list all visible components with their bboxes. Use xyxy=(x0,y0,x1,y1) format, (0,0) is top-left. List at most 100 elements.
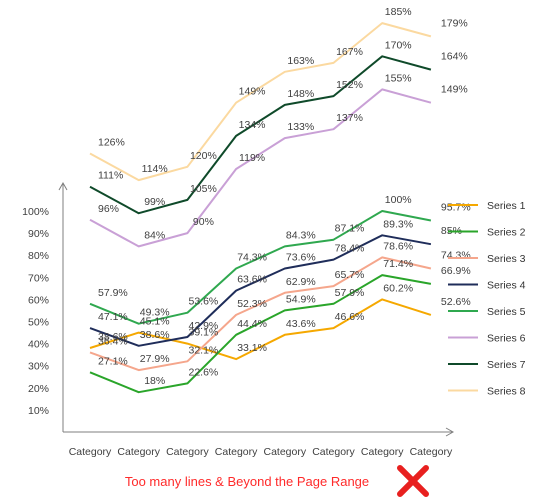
y-tick-label: 80% xyxy=(28,250,49,262)
data-label: 45.1% xyxy=(140,316,170,328)
data-label: 65.7% xyxy=(335,269,365,281)
y-tick-label: 70% xyxy=(28,272,49,284)
data-label: 63.6% xyxy=(237,274,267,286)
data-label: 44.4% xyxy=(237,318,267,330)
x-tick-label: Category xyxy=(410,446,453,458)
series-line-3 xyxy=(89,256,432,372)
data-label: 100% xyxy=(385,194,412,206)
data-label: 38.6% xyxy=(98,331,128,343)
data-label: 57.9% xyxy=(98,287,128,299)
legend-label-6: Series 6 xyxy=(487,333,526,345)
data-label: 54.9% xyxy=(286,293,316,305)
data-label: 164% xyxy=(441,51,468,63)
x-tick-label: Category xyxy=(69,446,112,458)
data-label: 27.1% xyxy=(98,355,128,367)
x-tick-label: Category xyxy=(215,446,258,458)
series-line-8 xyxy=(89,22,432,182)
caption-text: Too many lines & Beyond the Page Range xyxy=(125,474,369,489)
series-line-4 xyxy=(89,234,432,347)
y-tick-label: 30% xyxy=(28,361,49,373)
data-label: 36.4% xyxy=(98,335,128,347)
data-label: 39.1% xyxy=(189,327,219,339)
data-label: 46.6% xyxy=(335,311,365,323)
x-axis-arrow xyxy=(445,427,455,437)
data-label: 84% xyxy=(144,229,165,241)
x-tick-label: Category xyxy=(312,446,355,458)
x-tick-label: Category xyxy=(361,446,404,458)
data-label: 155% xyxy=(385,72,412,84)
data-label: 87.1% xyxy=(335,223,365,235)
data-label: 148% xyxy=(287,88,314,100)
data-label: 38.6% xyxy=(140,329,170,341)
series-line-1 xyxy=(89,298,432,361)
data-label: 73.6% xyxy=(286,251,316,263)
data-label: 33.1% xyxy=(237,342,267,354)
data-label: 96% xyxy=(98,203,119,215)
data-label: 49.3% xyxy=(140,307,170,319)
y-tick-label: 40% xyxy=(28,339,49,351)
data-label: 52.6% xyxy=(441,296,471,308)
data-label: 119% xyxy=(239,152,265,164)
legend-label-2: Series 2 xyxy=(487,227,526,239)
data-label: 185% xyxy=(385,6,412,18)
y-tick-label: 20% xyxy=(28,383,49,395)
legend: Series 1 Series 2 Series 3 Series 4 Series 5… xyxy=(448,200,526,398)
data-label: 57.9% xyxy=(335,287,365,299)
data-label: 163% xyxy=(287,55,314,67)
legend-label-3: Series 3 xyxy=(487,253,526,265)
series-lines xyxy=(89,22,432,394)
y-tick-label: 50% xyxy=(28,317,49,329)
data-label: 60.2% xyxy=(383,282,413,294)
data-label: 84.3% xyxy=(286,229,316,241)
data-label: 134% xyxy=(239,119,266,131)
data-label: 53.6% xyxy=(189,296,219,308)
cross-mark-icon xyxy=(397,465,429,497)
data-label: 149% xyxy=(441,84,468,96)
data-label: 120% xyxy=(190,150,217,162)
data-label: 114% xyxy=(142,163,168,175)
data-label: 78.6% xyxy=(383,240,413,252)
chart-axes: 10% 20% 30% 40% 50% 60% 70% 80% 90% 100% Category C… xyxy=(22,181,455,458)
legend-label-1: Series 1 xyxy=(487,200,526,212)
series-line-2 xyxy=(89,274,432,394)
y-tick-label: 60% xyxy=(28,294,49,306)
data-label: 74.3% xyxy=(237,251,267,263)
data-label: 126% xyxy=(98,137,125,149)
series-line-7 xyxy=(89,55,432,215)
legend-label-7: Series 7 xyxy=(487,359,526,371)
data-label: 43.6% xyxy=(286,318,316,330)
series-line-6 xyxy=(89,88,432,248)
data-label: 66.9% xyxy=(441,265,471,277)
data-label: 78.4% xyxy=(335,243,365,255)
y-tick-label: 10% xyxy=(28,405,49,417)
data-label: 42.9% xyxy=(189,320,219,332)
x-tick-label: Category xyxy=(263,446,306,458)
data-labels: 38.6%45.1%39.1%33.1%43.6%46.6%60.2%52.6%… xyxy=(98,6,471,387)
data-label: 22.6% xyxy=(189,366,219,378)
data-label: 170% xyxy=(385,39,412,51)
y-tick-label: 100% xyxy=(22,206,49,218)
legend-label-4: Series 4 xyxy=(487,280,526,292)
legend-label-8: Series 8 xyxy=(487,386,526,398)
data-label: 111% xyxy=(98,170,123,182)
data-label: 62.9% xyxy=(286,276,316,288)
series-line-5 xyxy=(89,210,432,325)
data-label: 152% xyxy=(336,79,363,91)
data-label: 18% xyxy=(144,375,165,387)
data-label: 99% xyxy=(144,196,165,208)
data-label: 90% xyxy=(193,216,214,228)
x-tick-label: Category xyxy=(166,446,209,458)
data-label: 32.1% xyxy=(189,344,219,356)
data-label: 179% xyxy=(441,17,468,29)
data-label: 89.3% xyxy=(383,218,413,230)
data-label: 27.9% xyxy=(140,353,170,365)
data-label: 47.1% xyxy=(98,311,128,323)
data-label: 71.4% xyxy=(383,258,413,270)
data-label: 95.7% xyxy=(441,202,471,214)
y-tick-label: 90% xyxy=(28,228,49,240)
legend-label-5: Series 5 xyxy=(487,306,526,318)
data-label: 74.3% xyxy=(441,249,471,261)
data-label: 105% xyxy=(190,183,217,195)
y-axis-arrow xyxy=(58,181,68,191)
